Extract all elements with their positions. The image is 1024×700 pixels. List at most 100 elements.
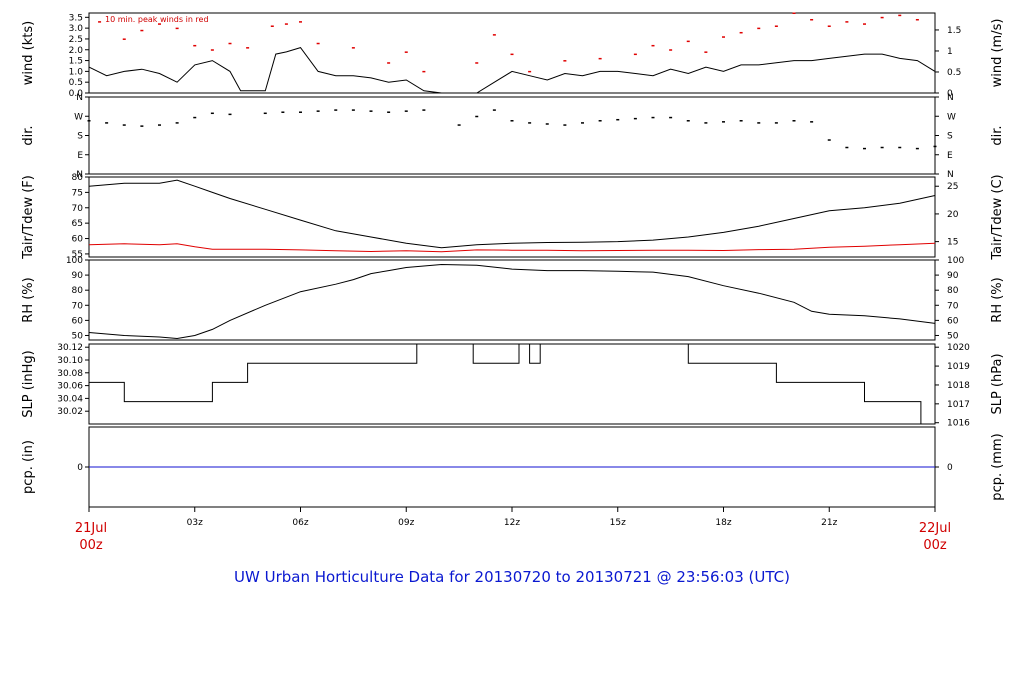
direction-direction-point <box>598 120 602 122</box>
wind-left-tick-label: 3.0 <box>69 24 84 34</box>
temperature-right-tick-label: 20 <box>947 210 959 220</box>
direction-direction-point <box>792 120 796 122</box>
wind-peak-point <box>686 40 690 43</box>
direction-direction-point <box>228 113 232 116</box>
x-tick-label: 12z <box>504 518 520 528</box>
direction-direction-point <box>299 111 302 113</box>
direction-left-tick-label: S <box>77 132 83 142</box>
pressure-right-tick-label: 1019 <box>947 362 970 372</box>
pressure-frame <box>88 343 936 425</box>
wind-peak-point <box>633 53 637 56</box>
wind-peak-point <box>863 23 866 25</box>
temperature-frame <box>88 176 936 258</box>
wind-peak-point <box>528 70 532 73</box>
direction-direction-point <box>810 121 814 123</box>
wind-peak-point <box>284 23 288 25</box>
humidity-left-tick-label: 90 <box>72 271 84 281</box>
direction-direction-point <box>122 124 126 126</box>
humidity-right-tick-label: 90 <box>947 271 959 281</box>
pressure-panel: 30.12 30.10 30.08 30.06 30.04 30.02 1020 1019 10… <box>21 343 1005 429</box>
direction-direction-point <box>210 112 214 115</box>
wind-peak-point <box>270 25 274 27</box>
wind-left-tick-label: 0.0 <box>69 89 84 99</box>
pressure-right-tick-label: 1018 <box>947 381 970 391</box>
temperature-left-tick-label: 70 <box>72 204 84 214</box>
humidity-left-tick-label: 70 <box>72 301 84 311</box>
pressure-left-tick-label: 30.08 <box>57 369 83 379</box>
wind-left-tick-label: 1.5 <box>69 57 83 67</box>
wind-left-tick-label: 0.5 <box>69 78 83 88</box>
direction-direction-point <box>87 120 91 122</box>
direction-direction-point <box>686 120 690 122</box>
direction-right-tick-label: N <box>947 93 954 103</box>
wind-peak-point <box>140 29 144 32</box>
direction-direction-point <box>774 122 778 124</box>
wind-peak-point <box>845 21 849 23</box>
wind-peak-point <box>158 23 161 25</box>
humidity-panel: 100 90 80 70 60 50 100 90 80 70 60 50 RH (%) RH (%) <box>21 256 1005 341</box>
direction-direction-point <box>193 116 197 119</box>
direction-direction-point <box>704 122 708 124</box>
wind-note: 10 min. peak winds in red <box>105 15 209 24</box>
temperature-left-tick-label: 80 <box>72 173 84 183</box>
direction-left-tick-label: N <box>76 93 83 103</box>
direction-left-tick-label: E <box>77 151 83 161</box>
direction-direction-point <box>334 109 338 111</box>
humidity-right-tick-label: 80 <box>947 286 959 296</box>
wind-peak-point <box>404 51 408 53</box>
direction-direction-point <box>404 110 408 112</box>
wind-left-tick-label: 2.5 <box>69 35 83 45</box>
direction-direction-point <box>863 147 866 150</box>
wind-left-tick-label: 1.0 <box>69 67 84 77</box>
direction-direction-point <box>369 110 373 112</box>
pressure-right-tick-label: 1017 <box>947 400 970 410</box>
temperature-left-tick-label: 65 <box>72 219 83 229</box>
wind-peak-point <box>563 60 567 62</box>
temperature-tair-line <box>88 179 936 249</box>
direction-direction-point <box>316 110 320 112</box>
wind-right-tick-label: 0.5 <box>947 68 961 78</box>
x-end-date: 22Jul <box>919 521 951 536</box>
wind-peak-point <box>210 49 214 51</box>
direction-direction-point <box>739 120 743 122</box>
humidity-right-tick-label: 100 <box>947 256 964 266</box>
humidity-rh-line <box>88 263 936 340</box>
precip-panel: 0 0 pcp. (in) pcp. (mm) <box>21 426 1005 508</box>
direction-direction-point <box>581 122 584 124</box>
temperature-panel: 80 75 70 65 60 55 25 20 15 Tair/Tdew (F) Tair/Tdew… <box>21 173 1005 261</box>
direction-direction-point <box>387 111 391 113</box>
x-tick-label: 09z <box>398 518 414 528</box>
direction-left-tick-label: W <box>74 112 83 122</box>
direction-direction-point <box>175 122 179 124</box>
direction-direction-point <box>669 116 673 119</box>
wind-peak-point <box>827 25 831 27</box>
direction-right-tick-label: W <box>947 112 956 122</box>
wind-right-axis-label: wind (m/s) <box>990 19 1005 88</box>
direction-direction-point <box>651 116 655 119</box>
direction-direction-point <box>722 121 725 123</box>
wind-peak-point <box>175 27 179 30</box>
temperature-right-axis-label: Tair/Tdew (C) <box>990 174 1005 260</box>
temperature-left-tick-label: 55 <box>72 250 83 260</box>
humidity-right-tick-label: 70 <box>947 301 959 311</box>
wind-peak-point <box>898 14 902 17</box>
humidity-left-axis-label: RH (%) <box>21 277 36 322</box>
humidity-left-tick-label: 50 <box>72 331 84 341</box>
direction-direction-point <box>140 125 144 127</box>
direction-right-tick-label: S <box>947 132 953 142</box>
direction-left-axis-label: dir. <box>21 125 36 145</box>
wind-peak-point <box>739 31 743 34</box>
pressure-right-axis-label: SLP (hPa) <box>990 353 1005 414</box>
direction-direction-point <box>563 124 567 126</box>
x-end-time: 00z <box>923 538 947 553</box>
direction-direction-point <box>915 147 919 150</box>
wind-peak-point <box>193 44 197 47</box>
precip-right-tick-label: 0 <box>947 463 953 473</box>
humidity-right-axis-label: RH (%) <box>990 277 1005 322</box>
wind-frame <box>88 12 936 94</box>
direction-direction-point <box>105 122 109 124</box>
pressure-left-tick-label: 30.02 <box>57 407 83 417</box>
wind-peak-point <box>387 62 391 64</box>
